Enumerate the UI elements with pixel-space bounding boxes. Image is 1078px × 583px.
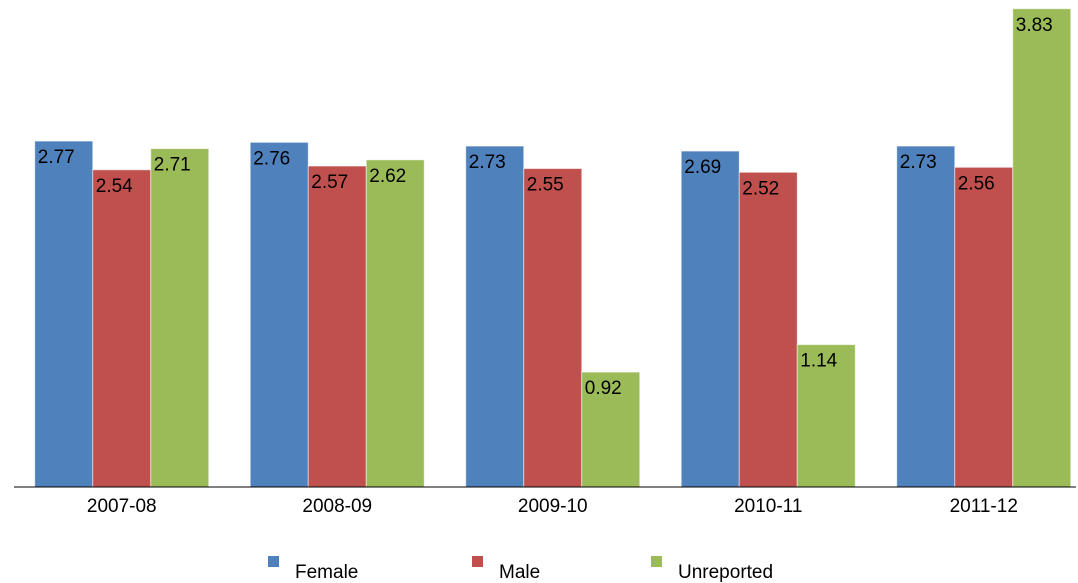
bar [896, 145, 956, 488]
x-tick-label: 2011-12 [950, 496, 1018, 517]
legend-swatch [651, 556, 662, 567]
data-label: 2.54 [96, 176, 133, 197]
data-label: 2.73 [900, 152, 937, 173]
data-label: 2.56 [958, 173, 995, 194]
bar [954, 166, 1014, 488]
x-tick-label: 2007-08 [87, 496, 157, 517]
bar [307, 165, 367, 488]
legend-swatch [472, 556, 483, 567]
bar [365, 159, 425, 488]
data-label: 2.69 [684, 157, 721, 178]
data-label: 2.62 [369, 166, 406, 187]
data-label: 2.76 [253, 148, 290, 169]
data-label: 0.92 [585, 378, 622, 399]
bar [34, 140, 94, 488]
legend-label: Female [295, 562, 358, 583]
data-label: 2.57 [311, 172, 348, 193]
x-tick-label: 2009-10 [518, 496, 588, 517]
data-label: 2.77 [38, 147, 75, 168]
bar [796, 344, 856, 488]
x-tick-label: 2008-09 [302, 496, 372, 517]
bar [738, 171, 798, 488]
legend-label: Male [499, 562, 540, 583]
legend-swatch [268, 556, 279, 567]
data-label: 3.83 [1016, 15, 1053, 36]
bar [581, 371, 641, 488]
data-label: 2.55 [527, 175, 564, 196]
bar [92, 169, 152, 488]
bar [249, 141, 309, 488]
data-label: 2.73 [469, 152, 506, 173]
x-tick-label: 2010-11 [734, 496, 802, 517]
data-label: 1.14 [800, 351, 837, 372]
bar [1012, 8, 1072, 488]
bar [523, 168, 583, 488]
bar [465, 145, 525, 488]
legend-label: Unreported [678, 562, 773, 583]
data-label: 2.52 [742, 178, 779, 199]
bar [150, 148, 210, 488]
bar [680, 150, 740, 488]
data-label: 2.71 [154, 155, 191, 176]
